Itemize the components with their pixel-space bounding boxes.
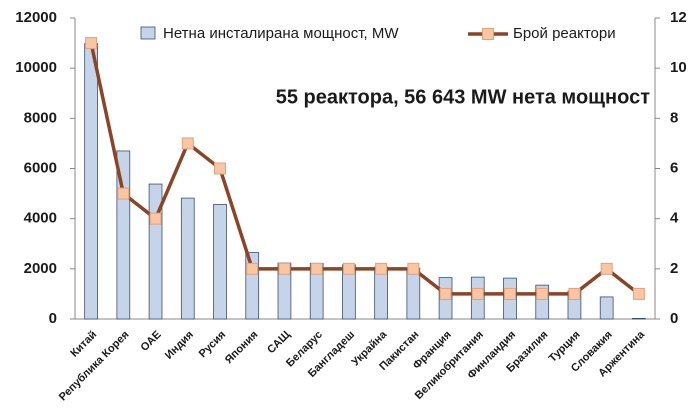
- marker: [278, 262, 291, 275]
- legend-label: Нетна инсталирана мощност, MW: [163, 25, 399, 42]
- marker: [504, 287, 516, 300]
- bar: [374, 266, 388, 320]
- marker: [246, 262, 259, 275]
- legend-swatch: [140, 26, 156, 40]
- bar: [180, 197, 195, 320]
- y-tick-label: 12000: [15, 9, 57, 26]
- y-tick-label: 8000: [24, 109, 57, 126]
- x-tick-label: ОАЕ: [139, 329, 164, 354]
- marker: [568, 287, 581, 300]
- y2-tick-label: 8: [670, 109, 678, 126]
- line: [89, 42, 640, 296]
- x-tick-label: САЩ: [265, 328, 293, 356]
- legend-label: Брой реактори: [513, 25, 616, 42]
- x-tick-label: Русия: [197, 329, 228, 360]
- marker: [407, 262, 420, 275]
- marker: [632, 287, 645, 300]
- marker: [149, 212, 162, 225]
- y-tick-label: 4000: [24, 210, 57, 227]
- marker: [214, 162, 226, 175]
- bar: [406, 267, 421, 320]
- x-tick-label: Япония: [223, 329, 261, 367]
- bar: [213, 203, 227, 320]
- y-tick-label: 6000: [24, 159, 57, 176]
- y2-tick-label: 6: [670, 159, 678, 176]
- marker: [310, 262, 323, 275]
- marker: [85, 37, 98, 50]
- y2-tick-label: 2: [670, 260, 678, 277]
- marker: [536, 287, 549, 300]
- marker: [375, 262, 388, 275]
- x-tick-label: Индия: [163, 329, 196, 362]
- y-tick-label: 2000: [24, 260, 57, 277]
- marker: [117, 187, 130, 200]
- y-tick-label: 10000: [15, 59, 57, 76]
- marker: [600, 262, 613, 275]
- bar: [599, 296, 614, 320]
- x-tick-label: Китай: [68, 329, 99, 360]
- marker: [471, 287, 484, 300]
- y2-tick-label: 0: [670, 310, 678, 327]
- marker: [342, 262, 355, 275]
- marker: [181, 137, 194, 150]
- y2-tick-label: 10: [670, 59, 687, 76]
- y2-tick-label: 12: [670, 9, 687, 26]
- y-tick-label: 0: [49, 310, 57, 327]
- legend-marker: [482, 28, 494, 40]
- y2-tick-label: 4: [670, 210, 679, 227]
- annotation: 55 реактора, 56 643 MW нета мощност: [276, 86, 650, 108]
- bar: [84, 43, 98, 320]
- marker: [439, 287, 452, 300]
- bar: [245, 252, 260, 320]
- bar: [632, 317, 646, 320]
